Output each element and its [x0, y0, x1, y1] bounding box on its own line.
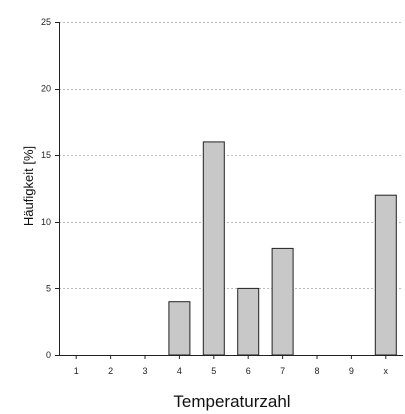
y-tick-labels: 0 5 10 15 20 25	[41, 17, 59, 360]
bars	[168, 141, 397, 356]
x-tick-label-2: 2	[108, 366, 113, 376]
y-tick-label-25: 25	[41, 17, 51, 27]
y-tick-label-5: 5	[46, 283, 51, 293]
x-tick-labels: 1 2 3 4 5 6 7 8 9 x	[74, 355, 389, 376]
x-tick-label-8: 8	[314, 366, 319, 376]
y-axis-label: Häufigkeit [%]	[21, 146, 36, 226]
bar-7	[271, 247, 294, 356]
y-tick-label-20: 20	[41, 84, 51, 94]
gridlines	[59, 22, 403, 289]
bar-x	[374, 194, 397, 356]
x-tick-label-x: x	[384, 366, 389, 376]
y-tick-label-15: 15	[41, 150, 51, 160]
x-tick-label-1: 1	[74, 366, 79, 376]
x-tick-label-4: 4	[177, 366, 182, 376]
x-axis-label: Temperaturzahl	[173, 392, 290, 411]
y-tick-label-10: 10	[41, 217, 51, 227]
x-tick-label-5: 5	[211, 366, 216, 376]
bar-5	[202, 141, 225, 356]
bar-6	[237, 287, 260, 356]
x-tick-label-7: 7	[280, 366, 285, 376]
x-tick-label-9: 9	[349, 366, 354, 376]
bar-4	[168, 301, 191, 356]
x-tick-label-6: 6	[246, 366, 251, 376]
y-tick-label-0: 0	[46, 350, 51, 360]
axes	[59, 22, 403, 356]
x-tick-label-3: 3	[142, 366, 147, 376]
